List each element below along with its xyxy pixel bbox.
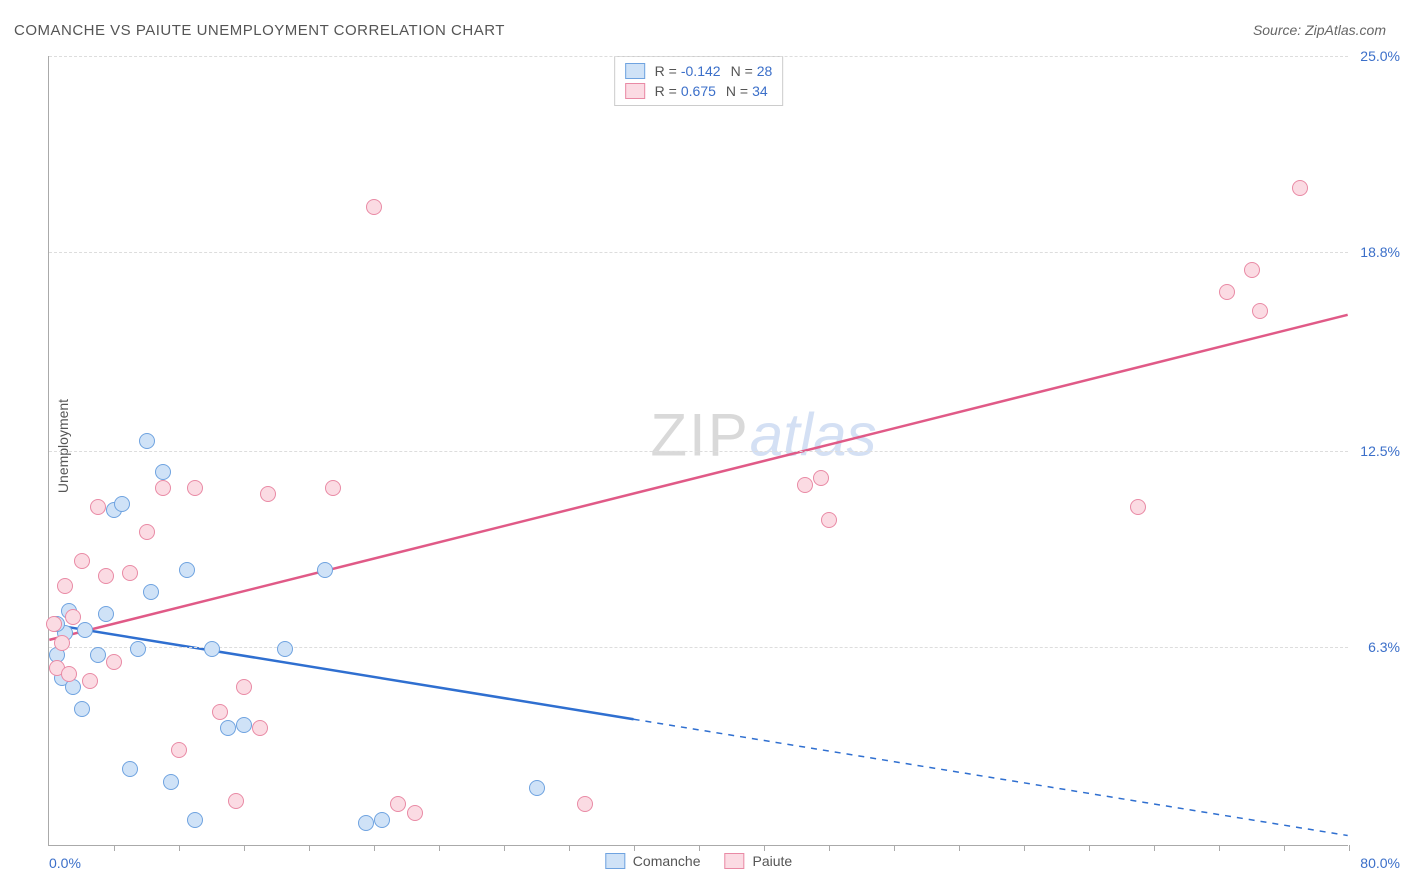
x-tick — [114, 845, 115, 851]
y-tick-label: 12.5% — [1360, 443, 1400, 459]
point-comanche — [204, 641, 220, 657]
gridline — [49, 647, 1348, 648]
point-comanche — [98, 606, 114, 622]
gridline — [49, 451, 1348, 452]
point-paiute — [813, 470, 829, 486]
x-tick — [1219, 845, 1220, 851]
point-paiute — [82, 673, 98, 689]
point-paiute — [212, 704, 228, 720]
point-paiute — [65, 609, 81, 625]
point-paiute — [155, 480, 171, 496]
x-tick — [1349, 845, 1350, 851]
point-comanche — [77, 622, 93, 638]
point-paiute — [61, 666, 77, 682]
point-paiute — [407, 805, 423, 821]
x-tick — [374, 845, 375, 851]
point-paiute — [228, 793, 244, 809]
point-comanche — [374, 812, 390, 828]
x-tick — [829, 845, 830, 851]
point-comanche — [139, 433, 155, 449]
point-paiute — [1244, 262, 1260, 278]
swatch-comanche-b — [605, 853, 625, 869]
point-paiute — [90, 499, 106, 515]
point-paiute — [46, 616, 62, 632]
point-paiute — [366, 199, 382, 215]
point-paiute — [577, 796, 593, 812]
point-comanche — [529, 780, 545, 796]
point-comanche — [220, 720, 236, 736]
y-tick-label: 18.8% — [1360, 244, 1400, 260]
x-tick — [634, 845, 635, 851]
chart-container: COMANCHE VS PAIUTE UNEMPLOYMENT CORRELAT… — [0, 0, 1406, 892]
x-tick — [179, 845, 180, 851]
point-paiute — [74, 553, 90, 569]
point-comanche — [155, 464, 171, 480]
point-paiute — [106, 654, 122, 670]
chart-title: COMANCHE VS PAIUTE UNEMPLOYMENT CORRELAT… — [14, 22, 505, 39]
point-paiute — [1292, 180, 1308, 196]
point-paiute — [1219, 284, 1235, 300]
point-paiute — [325, 480, 341, 496]
legend-bottom: Comanche Paiute — [605, 853, 792, 869]
point-paiute — [1252, 303, 1268, 319]
point-paiute — [1130, 499, 1146, 515]
point-comanche — [317, 562, 333, 578]
x-tick — [1089, 845, 1090, 851]
point-paiute — [821, 512, 837, 528]
point-paiute — [54, 635, 70, 651]
point-paiute — [390, 796, 406, 812]
swatch-comanche — [625, 63, 645, 79]
legend-row-paiute: R =0.675 N =34 — [625, 81, 773, 101]
gridline — [49, 252, 1348, 253]
x-tick — [1284, 845, 1285, 851]
y-tick-label: 6.3% — [1368, 639, 1400, 655]
point-comanche — [114, 496, 130, 512]
plot-area: ZIPatlas 0.0% 80.0% R =-0.142 N =28 R =0… — [48, 56, 1348, 846]
x-min-label: 0.0% — [49, 855, 81, 871]
point-comanche — [236, 717, 252, 733]
x-tick — [894, 845, 895, 851]
point-paiute — [57, 578, 73, 594]
x-tick — [699, 845, 700, 851]
legend-item-comanche: Comanche — [605, 853, 701, 869]
y-tick-label: 25.0% — [1360, 48, 1400, 64]
x-tick — [959, 845, 960, 851]
x-tick — [569, 845, 570, 851]
point-comanche — [179, 562, 195, 578]
swatch-paiute — [625, 83, 645, 99]
point-comanche — [277, 641, 293, 657]
point-comanche — [130, 641, 146, 657]
point-paiute — [139, 524, 155, 540]
point-paiute — [797, 477, 813, 493]
gridline — [49, 56, 1348, 57]
point-comanche — [74, 701, 90, 717]
x-tick — [1154, 845, 1155, 851]
x-max-label: 80.0% — [1360, 855, 1400, 871]
x-tick — [504, 845, 505, 851]
point-comanche — [163, 774, 179, 790]
legend-row-comanche: R =-0.142 N =28 — [625, 61, 773, 81]
point-paiute — [171, 742, 187, 758]
source-label: Source: ZipAtlas.com — [1253, 22, 1386, 38]
point-paiute — [260, 486, 276, 502]
point-comanche — [358, 815, 374, 831]
point-comanche — [122, 761, 138, 777]
point-paiute — [98, 568, 114, 584]
legend-stats: R =-0.142 N =28 R =0.675 N =34 — [614, 56, 784, 106]
point-paiute — [122, 565, 138, 581]
legend-item-paiute: Paiute — [725, 853, 793, 869]
point-comanche — [187, 812, 203, 828]
x-tick — [309, 845, 310, 851]
point-paiute — [252, 720, 268, 736]
swatch-paiute-b — [725, 853, 745, 869]
x-tick — [439, 845, 440, 851]
x-tick — [244, 845, 245, 851]
x-tick — [764, 845, 765, 851]
x-tick — [1024, 845, 1025, 851]
point-comanche — [90, 647, 106, 663]
point-paiute — [187, 480, 203, 496]
point-paiute — [236, 679, 252, 695]
point-comanche — [143, 584, 159, 600]
